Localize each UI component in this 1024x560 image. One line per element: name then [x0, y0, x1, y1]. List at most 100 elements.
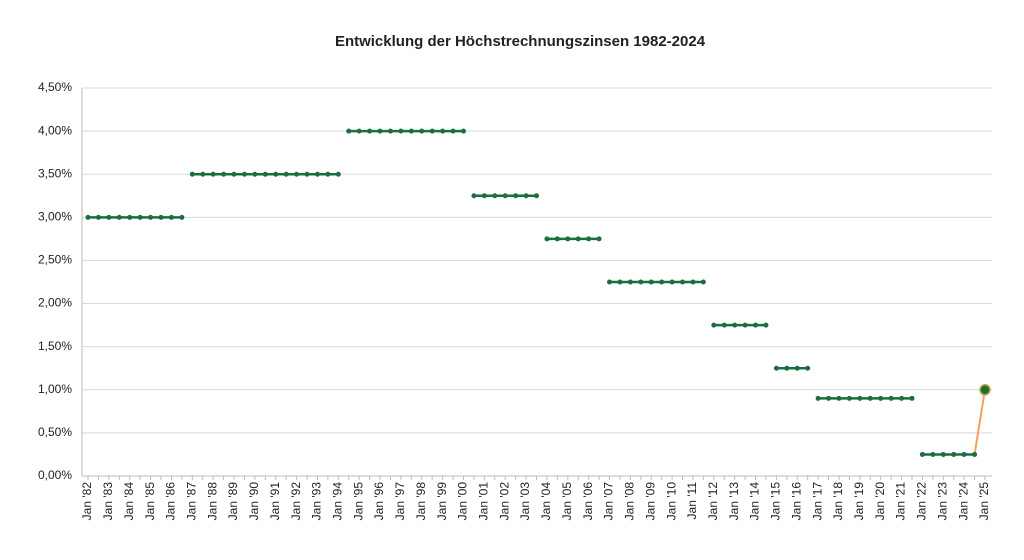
x-tick-label: Jan '87 [184, 482, 198, 521]
data-point [888, 395, 894, 401]
x-tick-label: Jan '12 [706, 482, 720, 521]
data-point [617, 279, 623, 285]
data-point [148, 214, 154, 220]
data-point [262, 171, 268, 177]
x-tick-label: Jan '21 [894, 482, 908, 521]
x-tick-label: Jan '90 [247, 482, 261, 521]
data-point [85, 214, 91, 220]
x-tick-label: Jan '20 [873, 482, 887, 521]
data-point [95, 214, 101, 220]
x-tick-label: Jan '24 [956, 482, 970, 521]
data-point [450, 128, 456, 134]
data-point [878, 395, 884, 401]
data-point [607, 279, 613, 285]
data-point [387, 128, 393, 134]
data-point [356, 128, 362, 134]
y-tick-label: 2,00% [38, 296, 72, 310]
change-line [973, 389, 986, 455]
data-point [805, 365, 811, 371]
x-tick-label: Jan '17 [810, 482, 824, 521]
y-tick-label: 4,50% [38, 80, 72, 94]
data-point [627, 279, 633, 285]
data-point [544, 236, 550, 242]
data-point [919, 451, 925, 457]
data-point [794, 365, 800, 371]
y-tick-label: 4,00% [38, 123, 72, 137]
data-point [304, 171, 310, 177]
data-point [116, 214, 122, 220]
y-tick-label: 1,00% [38, 382, 72, 396]
y-tick-label: 0,50% [38, 425, 72, 439]
data-point [648, 279, 654, 285]
data-point [638, 279, 644, 285]
data-point [200, 171, 206, 177]
x-tick-label: Jan '98 [414, 482, 428, 521]
data-point [273, 171, 279, 177]
data-point [732, 322, 738, 328]
x-tick-label: Jan '88 [205, 482, 219, 521]
x-tick-label: Jan '92 [289, 482, 303, 521]
x-tick-label: Jan '25 [977, 482, 991, 521]
x-tick-label: Jan '04 [539, 482, 553, 521]
x-tick-label: Jan '84 [122, 482, 136, 521]
data-point [377, 128, 383, 134]
x-tick-label: Jan '03 [518, 482, 532, 521]
data-point [294, 171, 300, 177]
y-tick-label: 1,50% [38, 339, 72, 353]
x-tick-label: Jan '18 [831, 482, 845, 521]
x-tick-label: Jan '95 [351, 482, 365, 521]
data-point [784, 365, 790, 371]
x-tick-label: Jan '91 [268, 482, 282, 521]
data-point [325, 171, 331, 177]
y-tick-label: 0,00% [38, 468, 72, 482]
data-point [168, 214, 174, 220]
data-point [899, 395, 905, 401]
data-point [335, 171, 341, 177]
data-point [367, 128, 373, 134]
x-tick-label: Jan '89 [226, 482, 240, 521]
data-point [690, 279, 696, 285]
x-tick-label: Jan '15 [769, 482, 783, 521]
x-tick-label: Jan '00 [456, 482, 470, 521]
x-tick-label: Jan '96 [372, 482, 386, 521]
x-tick-label: Jan '10 [664, 482, 678, 521]
data-point [700, 279, 706, 285]
data-point [846, 395, 852, 401]
data-point [575, 236, 581, 242]
data-point [826, 395, 832, 401]
data-point [314, 171, 320, 177]
data-point [460, 128, 466, 134]
x-tick-label: Jan '16 [789, 482, 803, 521]
data-point [711, 322, 717, 328]
data-point [429, 128, 435, 134]
data-point [857, 395, 863, 401]
data-point [596, 236, 602, 242]
x-tick-label: Jan '09 [643, 482, 657, 521]
data-point [241, 171, 247, 177]
data-point [158, 214, 164, 220]
data-point [408, 128, 414, 134]
x-tick-label: Jan '99 [435, 482, 449, 521]
y-tick-label: 3,50% [38, 166, 72, 180]
data-point [189, 171, 195, 177]
data-point [680, 279, 686, 285]
x-tick-label: Jan '08 [623, 482, 637, 521]
data-point [930, 451, 936, 457]
data-point [586, 236, 592, 242]
data-point [979, 384, 991, 396]
x-tick-label: Jan '02 [497, 482, 511, 521]
data-point [471, 193, 477, 199]
data-point [659, 279, 665, 285]
x-tick-label: Jan '86 [164, 482, 178, 521]
data-point [137, 214, 143, 220]
x-tick-label: Jan '13 [727, 482, 741, 521]
data-point [502, 193, 508, 199]
data-point [773, 365, 779, 371]
data-point [231, 171, 237, 177]
data-point [909, 395, 915, 401]
data-point [742, 322, 748, 328]
data-point [867, 395, 873, 401]
data-point [210, 171, 216, 177]
data-point [721, 322, 727, 328]
